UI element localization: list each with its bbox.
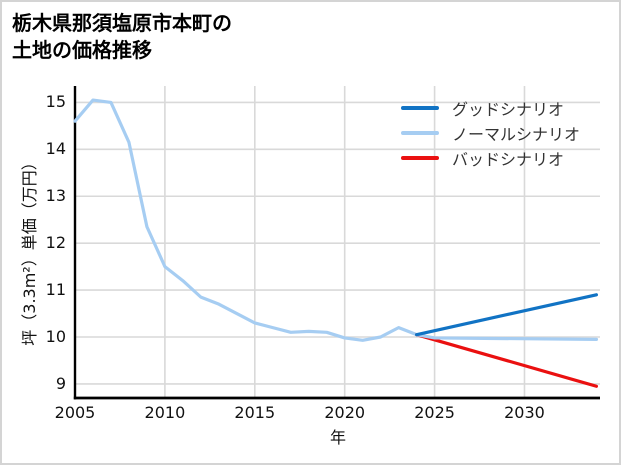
good-scenario-legend-label: グッドシナリオ [452, 99, 565, 119]
bad-scenario-legend-swatch [401, 155, 439, 160]
bad-scenario-line [415, 333, 599, 388]
good-scenario-legend-swatch [401, 105, 439, 110]
y-tick-label: 12 [45, 233, 66, 253]
legend-row-bad-scenario: バッドシナリオ [401, 145, 580, 170]
y-tick-label: 13 [45, 186, 66, 206]
y-axis-label: 坪（3.3m²）単価（万円） [20, 154, 39, 346]
y-tick-label: 15 [45, 92, 66, 112]
chart-title: 栃木県那須塩原市本町の 土地の価格推移 [12, 10, 232, 64]
y-tick-label: 11 [45, 280, 66, 300]
x-tick-label: 2015 [234, 403, 276, 422]
y-tick-label: 9 [55, 373, 66, 393]
y-tick-label: 14 [45, 139, 66, 159]
normal-scenario-legend-swatch [401, 130, 439, 135]
price-history-line [73, 98, 419, 342]
x-axis-label: 年 [329, 428, 346, 447]
legend-row-good-scenario: グッドシナリオ [401, 95, 580, 120]
chart-title-line2: 土地の価格推移 [12, 38, 152, 62]
good-scenario-line [415, 293, 599, 337]
bad-scenario-legend-label: バッドシナリオ [452, 149, 565, 169]
legend-row-normal-scenario: ノーマルシナリオ [401, 120, 580, 145]
x-tick-label: 2030 [504, 403, 545, 422]
x-tick-label: 2010 [144, 403, 186, 422]
x-tick-label: 2025 [414, 403, 455, 422]
x-tick-label: 2020 [324, 403, 366, 422]
y-tick-label: 10 [45, 327, 66, 346]
x-tick-label: 2005 [54, 403, 96, 422]
normal-scenario-line [415, 333, 599, 341]
legend: グッドシナリオ ノーマルシナリオ バッドシナリオ [401, 95, 580, 170]
chart-title-line1: 栃木県那須塩原市本町の [12, 11, 232, 35]
normal-scenario-legend-label: ノーマルシナリオ [452, 124, 581, 144]
